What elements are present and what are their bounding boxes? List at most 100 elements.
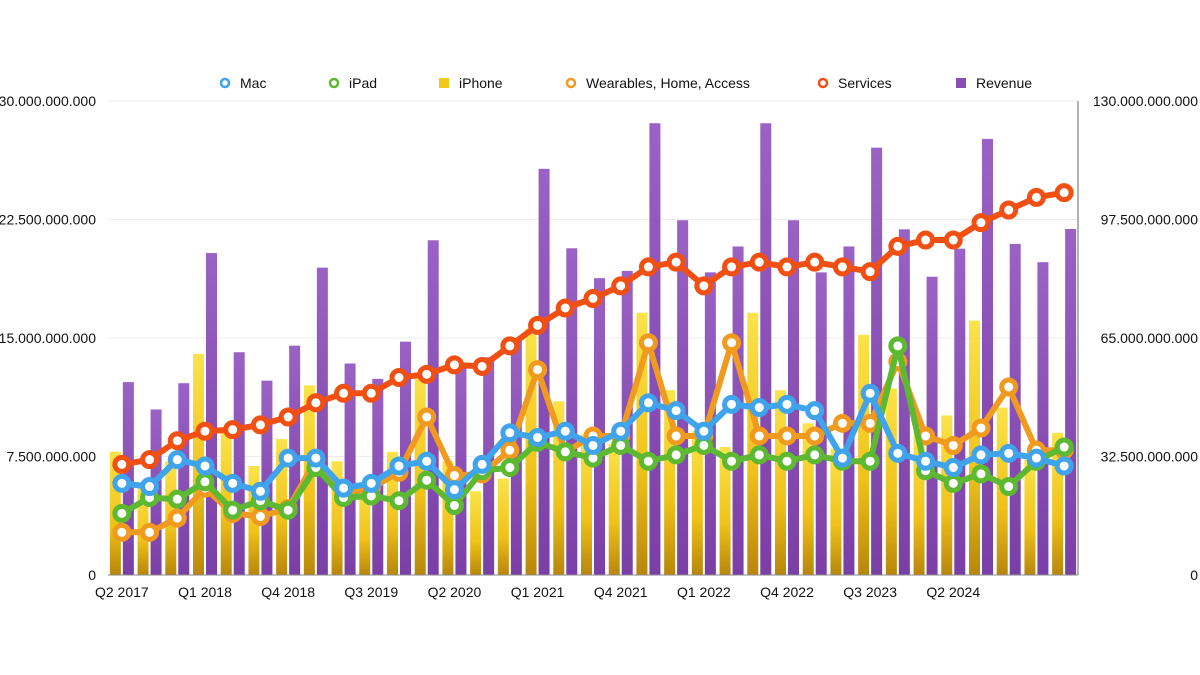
point-services-Q3-2020 [472, 356, 492, 376]
bar-iphone-Q4-2021 [608, 443, 620, 575]
point-services-Q1-2020 [417, 364, 437, 384]
bar-iphone-Q3-2022 [691, 431, 703, 575]
bar-revenue-Q3-2025 [1037, 262, 1049, 575]
point-ipad-Q3-2023 [805, 445, 825, 465]
point-wearables-home-access-Q2-2025 [999, 377, 1019, 397]
point-services-Q2-2018 [223, 420, 243, 440]
point-mac-Q3-2018 [250, 481, 270, 501]
point-mac-Q1-2018 [195, 456, 215, 476]
point-mac-Q4-2025 [1054, 456, 1074, 476]
point-mac-Q3-2020 [472, 454, 492, 474]
right-tick-label: 65.000.000.000 [1101, 330, 1199, 346]
legend-swatch-services [817, 77, 829, 89]
point-services-Q3-2023 [805, 252, 825, 272]
point-mac-Q4-2017 [167, 450, 187, 470]
bar-iphone-Q1-2022 [636, 312, 648, 575]
point-mac-Q3-2025 [1026, 448, 1046, 468]
point-services-Q1-2018 [195, 421, 215, 441]
legend-swatch-wearables-home-access [565, 77, 577, 89]
point-services-Q1-2023 [749, 252, 769, 272]
point-services-Q4-2020 [500, 336, 520, 356]
point-services-Q1-2022 [638, 257, 658, 277]
bar-revenue-Q2-2022 [677, 220, 689, 575]
bar-revenue-Q4-2023 [843, 246, 855, 575]
point-services-Q2-2024 [888, 236, 908, 256]
point-mac-Q1-2021 [528, 428, 548, 448]
x-tick-label: Q2 2020 [428, 584, 482, 600]
point-wearables-home-access-Q4-2017 [167, 508, 187, 528]
point-services-Q4-2025 [1054, 183, 1074, 203]
bar-revenue-Q2-2018 [233, 352, 245, 575]
point-mac-Q4-2018 [278, 448, 298, 468]
point-mac-Q1-2024 [860, 383, 880, 403]
point-wearables-home-access-Q1-2021 [528, 360, 548, 380]
point-ipad-Q2-2017 [112, 503, 132, 523]
point-services-Q3-2024 [916, 230, 936, 250]
bar-iphone-Q3-2020 [470, 491, 482, 575]
bar-iphone-Q3-2019 [359, 484, 371, 575]
bar-revenue-Q3-2021 [594, 278, 605, 575]
point-wearables-home-access-Q3-2023 [805, 426, 825, 446]
point-services-Q3-2021 [583, 289, 603, 308]
point-services-Q4-2017 [167, 431, 187, 451]
bar-iphone-Q3-2025 [1024, 459, 1036, 575]
left-tick-label: 22.500.000.000 [0, 212, 96, 228]
bar-revenue-Q2-2019 [344, 363, 356, 575]
point-services-Q3-2019 [361, 383, 381, 403]
point-wearables-home-access-Q4-2024 [943, 435, 963, 455]
x-tick-label: Q3 2019 [344, 584, 398, 600]
point-services-Q1-2025 [971, 213, 991, 233]
point-services-Q3-2022 [694, 276, 714, 296]
point-ipad-Q2-2022 [666, 445, 686, 465]
x-tick-label: Q2 2017 [95, 584, 149, 600]
bar-revenue-Q2-2021 [566, 248, 578, 575]
x-tick-label: Q2 2024 [926, 584, 980, 600]
point-mac-Q1-2019 [306, 448, 326, 468]
point-mac-Q1-2022 [638, 393, 658, 413]
point-mac-Q2-2020 [444, 480, 464, 500]
x-tick-label: Q4 2022 [760, 584, 814, 600]
bar-iphone-Q4-2024 [941, 415, 953, 575]
point-ipad-Q4-2022 [722, 451, 742, 471]
bar-iphone-Q2-2023 [775, 390, 786, 575]
bar-revenue-Q1-2018 [206, 253, 217, 575]
right-tick-label: 97.500.000.000 [1101, 212, 1199, 228]
legend-label-wearables-home-access: Wearables, Home, Access [586, 75, 750, 91]
point-services-Q2-2021 [555, 298, 575, 318]
x-tick-label: Q1 2018 [178, 584, 232, 600]
bar-iphone-Q4-2022 [719, 447, 731, 575]
x-tick-label: Q1 2022 [677, 584, 731, 600]
point-wearables-home-access-Q1-2023 [749, 426, 769, 446]
point-mac-Q4-2021 [611, 421, 631, 441]
point-ipad-Q1-2023 [749, 445, 769, 465]
bar-revenue-Q1-2024 [871, 147, 883, 575]
bar-iphone-Q3-2021 [581, 434, 592, 575]
bar-iphone-Q1-2023 [747, 312, 759, 575]
legend-label-ipad: iPad [349, 75, 377, 91]
point-mac-Q4-2024 [943, 458, 963, 478]
point-ipad-Q2-2023 [777, 451, 797, 471]
point-mac-Q3-2023 [805, 401, 825, 421]
point-mac-Q1-2020 [417, 451, 437, 471]
bar-iphone-Q1-2025 [969, 320, 980, 575]
point-mac-Q4-2019 [389, 456, 409, 476]
point-services-Q4-2021 [611, 276, 631, 296]
point-wearables-home-access-Q2-2022 [666, 426, 686, 446]
point-ipad-Q4-2017 [167, 489, 187, 509]
x-tick-label: Q4 2021 [594, 584, 648, 600]
point-wearables-home-access-Q3-2018 [250, 507, 270, 527]
point-wearables-home-access-Q4-2022 [722, 333, 742, 353]
legend-swatch-ipad [328, 77, 340, 89]
point-mac-Q4-2020 [500, 423, 520, 443]
legend-label-mac: Mac [240, 75, 266, 91]
point-services-Q4-2018 [278, 407, 298, 427]
point-ipad-Q1-2020 [417, 470, 437, 490]
point-services-Q4-2024 [943, 230, 963, 250]
point-services-Q1-2019 [306, 393, 326, 413]
bar-iphone-Q4-2019 [387, 451, 398, 575]
point-mac-Q2-2022 [666, 401, 686, 421]
point-mac-Q1-2023 [749, 398, 769, 418]
right-tick-label: 130.000.000.000 [1093, 93, 1198, 109]
bar-revenue-Q2-2024 [898, 229, 910, 576]
